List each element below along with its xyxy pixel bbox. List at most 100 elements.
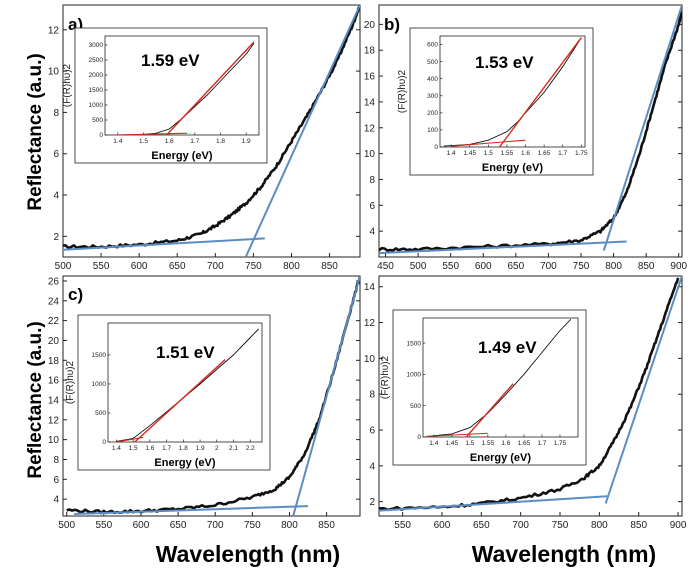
inset-y-tick-label: 2500 [89,57,104,64]
y-tick-label: 14 [48,395,60,406]
inset-y-tick-label: 300 [427,93,438,100]
y-tick-label: 12 [364,318,376,329]
inset-x-axis-title: Energy (eV) [154,457,215,469]
plot-area [63,5,360,257]
inset-x-tick-label: 1.8 [179,445,188,452]
y-tick-label: 22 [48,316,60,327]
panel-label: c) [68,285,83,304]
x-tick-label: 650 [473,520,490,531]
plot-area [379,276,682,512]
x-tick-label: 550 [442,261,459,272]
inset-x-tick-label: 1.5 [139,138,148,145]
y-tick-label: 10 [48,435,60,446]
tauc-curve [426,318,572,437]
inset-frame [409,27,594,176]
inset-y-tick-label: 500 [95,410,106,417]
inset-x-axis-title: Energy (eV) [470,452,531,464]
x-tick-label: 850 [630,520,647,531]
inset-x-tick-label: 1.4 [112,445,121,452]
y-tick-label: 6 [53,149,59,160]
inset-y-tick-label: 500 [92,117,103,124]
inset-y-tick-label: 1500 [89,87,104,94]
x-tick-label: 600 [131,261,148,272]
y-tick-label: 10 [364,149,376,160]
inset-x-tick-label: 1.5 [484,150,493,157]
tauc-linear-fit [498,37,582,147]
y-tick-label: 12 [48,25,60,36]
y-tick-label: 4 [53,495,59,506]
inset-y-tick-label: 200 [427,110,438,117]
inset-x-tick-label: 1.4 [113,138,122,145]
absorption-edge-fit-line [604,276,682,504]
inset-x-tick-label: 2.1 [229,445,238,452]
x-tick-label: 500 [410,261,427,272]
panel-2: 450 500 550 600 650 700 750 800 850 900 4 6 8 10 12 14 1… [364,4,688,272]
inset-x-tick-label: 1.7 [558,150,567,157]
inset-x-tick-label: 1.6 [501,440,510,447]
absorption-edge-fit-line [292,276,360,516]
y-tick-label: 6 [53,475,59,486]
y-tick-label: 8 [53,108,59,119]
inset-x-tick-label: 1.8 [216,138,225,145]
x-tick-label: 700 [512,520,529,531]
x-tick-label: 800 [283,261,300,272]
inset-y-tick-label: 600 [427,42,438,49]
inset-y-tick-label: 500 [410,403,421,410]
inset-plot-frame [107,322,263,443]
inset-x-tick-label: 1.7 [190,138,199,145]
x-tick-label: 900 [670,261,687,272]
y-tick-label: 10 [364,354,376,365]
y-tick-label: 26 [48,276,60,287]
band-gap-label: 1.53 eV [475,53,534,72]
x-axis-title-left: Wavelength (nm) [156,541,340,567]
baseline-fit-line [63,237,265,251]
tauc-baseline-fit [116,436,144,442]
absorption-edge-fit-line [602,5,682,251]
panel-label: b) [384,15,400,34]
x-tick-label: 850 [321,261,338,272]
inset-y-tick-label: 400 [427,76,438,83]
inset-y-tick-label: 3000 [89,42,104,49]
inset-x-tick-label: 1.6 [165,138,174,145]
x-tick-label: 750 [245,261,262,272]
x-tick-label: 800 [591,520,608,531]
x-tick-label: 750 [552,520,569,531]
x-tick-label: 450 [377,261,394,272]
inset-y-tick-label: 1500 [407,340,422,347]
inset-x-tick-label: 1.55 [501,150,514,157]
y-tick-label: 14 [364,97,376,108]
inset-x-tick-label: 1.6 [521,150,530,157]
band-gap-label: 1.59 eV [141,51,200,70]
y-tick-label: 2 [53,232,59,243]
inset-frame [74,27,268,164]
tauc-baseline-fit [451,139,526,147]
inset-plot-area [117,41,255,135]
inset-plot-area [116,328,260,442]
x-tick-label: 700 [540,261,557,272]
y-tick-label: 12 [364,123,376,134]
y-tick-label: 16 [48,376,60,387]
inset-y-tick-label: 0 [417,434,421,441]
x-tick-label: 700 [207,261,224,272]
x-tick-label: 650 [507,261,524,272]
y-tick-label: 12 [48,415,60,426]
inset-x-tick-label: 1.65 [538,150,551,157]
plot-area [66,276,360,516]
inset-x-tick-label: 1.6 [145,445,154,452]
baseline-fit-line [379,495,608,512]
inset-plot-frame [104,35,260,136]
inset-x-axis-title: Energy (eV) [482,162,543,174]
inset-x-tick-label: 1.7 [537,440,546,447]
inset-y-tick-label: 0 [99,132,103,139]
inset-x-tick-label: 1.4 [447,150,456,157]
x-tick-label: 750 [244,520,261,531]
inset-y-tick-label: 500 [427,59,438,66]
inset-chart: 1.4 1.5 1.6 1.7 1.8 1.9 0 500 1000 1500 2000 2500 30… [62,27,268,164]
x-tick-label: 650 [170,520,187,531]
inset-y-tick-label: 0 [102,439,106,446]
plot-area [379,5,682,255]
tauc-linear-fit [465,383,514,437]
y-tick-label: 6 [369,426,375,437]
inset-x-tick-label: 1.65 [518,440,531,447]
inset-y-axis-title: (F(R)hυ)2 [65,360,76,404]
